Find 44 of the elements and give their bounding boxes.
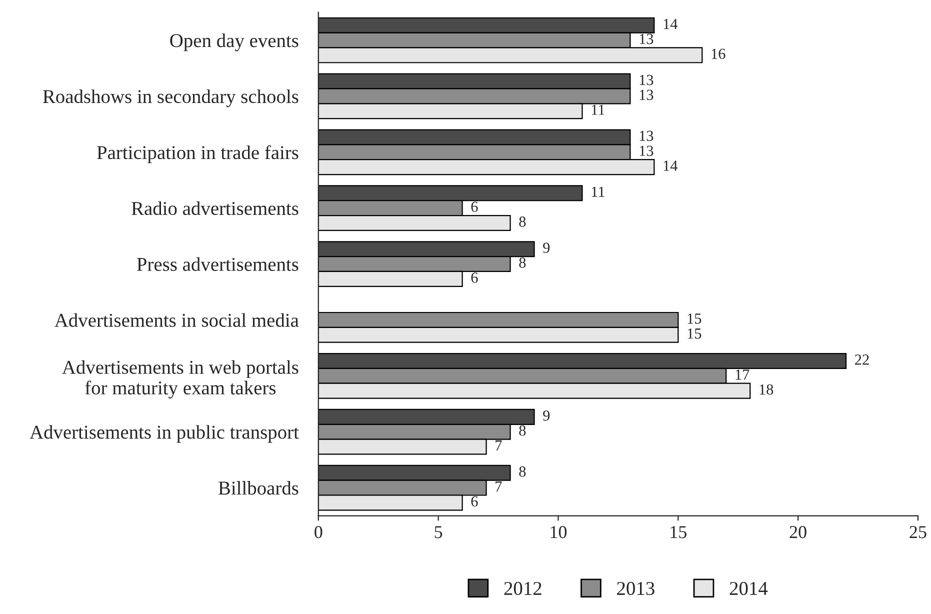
data-label: 18 bbox=[760, 384, 774, 395]
y-tick-label: Roadshows in secondary schools bbox=[42, 89, 298, 108]
x-tick-label: 0 bbox=[314, 526, 322, 538]
data-label: 22 bbox=[855, 354, 869, 365]
y-tick-label: Participation in trade fairs bbox=[97, 145, 298, 164]
x-tick-label: 5 bbox=[434, 526, 442, 538]
data-label: 7 bbox=[496, 440, 502, 450]
data-label: 8 bbox=[519, 425, 526, 436]
data-label: 16 bbox=[712, 48, 726, 59]
data-label: 15 bbox=[688, 328, 702, 339]
y-tick-label: Open day events bbox=[170, 34, 298, 52]
x-tick-label: 15 bbox=[670, 526, 686, 538]
y-tick-label: Radio advertisements bbox=[132, 201, 298, 216]
y-tick-label: Advertisements in public transport bbox=[30, 425, 299, 443]
data-label: 8 bbox=[519, 466, 526, 477]
data-label: 9 bbox=[543, 410, 550, 421]
data-label: 15 bbox=[688, 314, 702, 324]
x-tick-label: 25 bbox=[910, 526, 926, 538]
data-label: 13 bbox=[640, 90, 654, 100]
x-tick-label: 10 bbox=[550, 526, 567, 538]
data-label: 8 bbox=[519, 216, 526, 227]
y-tick-label: Advertisements in social media bbox=[54, 313, 299, 327]
data-label: 6 bbox=[471, 272, 478, 283]
data-label: 11 bbox=[592, 104, 604, 115]
data-label: 6 bbox=[471, 202, 478, 212]
data-label: 7 bbox=[496, 481, 502, 492]
legend-label: 2014 bbox=[730, 582, 768, 596]
legend-label: 2013 bbox=[617, 582, 654, 596]
data-label: 13 bbox=[640, 146, 654, 156]
data-label: 14 bbox=[664, 18, 678, 30]
data-label: 13 bbox=[640, 34, 654, 44]
x-tick-label: 20 bbox=[790, 526, 806, 538]
data-label: 6 bbox=[471, 496, 478, 507]
data-label: 17 bbox=[736, 369, 750, 380]
data-label: 13 bbox=[640, 130, 654, 142]
y-tick-label: Advertisements in web portals for maturity exam takers bbox=[62, 360, 298, 398]
data-label: 9 bbox=[543, 242, 550, 253]
data-label: 11 bbox=[592, 186, 604, 197]
data-label: 14 bbox=[664, 160, 678, 171]
y-tick-label: Press advertisements bbox=[136, 257, 298, 271]
legend-label: 2012 bbox=[504, 582, 542, 596]
data-label: 13 bbox=[640, 74, 654, 86]
data-label: 8 bbox=[519, 258, 526, 268]
y-tick-label: Billboards bbox=[218, 481, 298, 495]
